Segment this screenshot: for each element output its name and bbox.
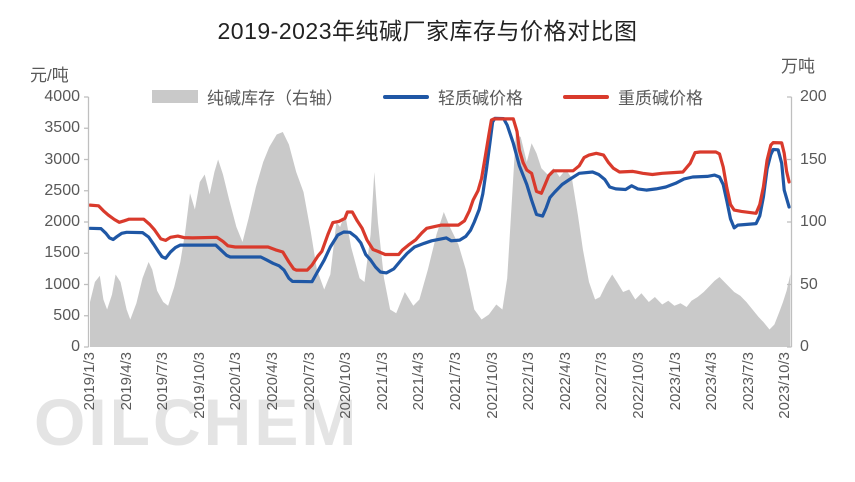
left-axis-unit: 元/吨 (30, 66, 69, 85)
x-axis-tick-label: 2023/10/3 (776, 352, 794, 419)
light-soda-price-series (88, 116, 791, 284)
legend-label-light-soda: 轻质碱价格 (438, 89, 523, 108)
dense-soda-line-swatch (563, 94, 609, 99)
x-axis-tick-label: 2022/1/3 (520, 352, 538, 411)
oilchem-watermark: OILCHEM (34, 385, 360, 459)
right-axis-tick-label: 50 (800, 275, 818, 293)
left-axis-tick-label: 0 (71, 338, 80, 355)
x-axis-tick-label: 2021/4/3 (410, 352, 428, 411)
x-axis-tick-label: 2023/4/3 (703, 352, 721, 411)
legend-item-inventory: 纯碱库存（右轴） (152, 84, 343, 109)
x-axis-tick-label: 2020/7/3 (300, 352, 318, 411)
left-axis-tick-label: 2000 (44, 213, 80, 230)
left-axis-tick-label: 1500 (44, 244, 80, 262)
right-axis-unit: 万吨 (781, 57, 815, 76)
right-axis-tick-label: 100 (800, 213, 827, 230)
x-axis-tick-label: 2021/1/3 (373, 352, 391, 411)
x-axis-tick-label: 2020/1/3 (227, 352, 245, 411)
legend-item-light-soda: 轻质碱价格 (383, 84, 523, 109)
x-axis-tick-label: 2023/7/3 (739, 352, 757, 411)
x-axis-tick-label: 2020/10/3 (337, 352, 355, 419)
legend-label-dense-soda: 重质碱价格 (618, 89, 703, 108)
x-axis-tick-label: 2019/1/3 (81, 352, 98, 411)
chart-title: 2019-2023年纯碱厂家库存与价格对比图 (217, 18, 638, 44)
x-axis-tick-label: 2020/4/3 (264, 352, 281, 411)
inventory-area-swatch (152, 90, 198, 103)
x-axis-tick-label: 2019/4/3 (117, 352, 135, 411)
right-axis-tick-label: 200 (800, 88, 827, 105)
legend-item-dense-soda: 重质碱价格 (563, 84, 703, 109)
x-axis-tick-label: 2022/10/3 (630, 352, 647, 419)
x-axis-tick-label: 2021/10/3 (483, 352, 501, 419)
left-axis-tick-label: 4000 (44, 88, 80, 105)
x-axis-tick-label: 2022/4/3 (556, 352, 574, 411)
x-axis-tick-label: 2023/1/3 (666, 352, 684, 411)
x-axis-tick-label: 2019/10/3 (190, 352, 208, 419)
left-axis-tick-label: 500 (53, 306, 80, 324)
x-axis-tick-label: 2022/7/3 (593, 352, 611, 411)
x-axis-tick-label: 2021/7/3 (447, 352, 464, 411)
light-soda-line-swatch (383, 94, 429, 99)
dense-soda-price-series (88, 117, 791, 272)
left-axis-tick-label: 2500 (44, 181, 80, 199)
right-axis-tick-label: 150 (800, 150, 827, 168)
left-axis-tick-label: 3000 (44, 150, 80, 168)
left-axis-tick-label: 1000 (44, 275, 80, 293)
right-axis-tick-label: 0 (800, 338, 809, 355)
x-axis-tick-label: 2019/7/3 (154, 352, 172, 411)
legend: 纯碱库存（右轴） 轻质碱价格 重质碱价格 (0, 84, 855, 109)
left-axis-tick-label: 3500 (44, 119, 80, 137)
legend-label-inventory: 纯碱库存（右轴） (207, 89, 343, 108)
